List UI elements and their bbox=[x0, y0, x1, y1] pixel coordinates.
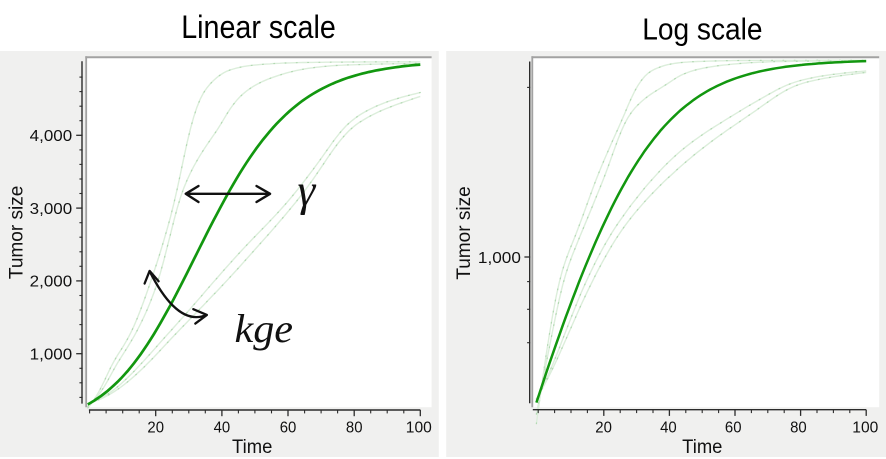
svg-text:γ: γ bbox=[298, 166, 317, 216]
svg-text:60: 60 bbox=[280, 420, 297, 437]
svg-text:Log scale: Log scale bbox=[642, 11, 762, 46]
svg-text:Tumor size: Tumor size bbox=[454, 186, 475, 279]
svg-text:2,000: 2,000 bbox=[30, 274, 73, 291]
svg-text:1,000: 1,000 bbox=[30, 347, 73, 364]
svg-text:Time: Time bbox=[682, 437, 722, 458]
svg-text:1,000: 1,000 bbox=[478, 250, 521, 267]
svg-text:20: 20 bbox=[147, 420, 164, 437]
svg-text:Linear scale: Linear scale bbox=[181, 9, 336, 45]
svg-text:4,000: 4,000 bbox=[30, 128, 73, 145]
svg-text:100: 100 bbox=[852, 420, 878, 437]
svg-text:80: 80 bbox=[346, 420, 363, 437]
svg-text:100: 100 bbox=[406, 420, 432, 437]
svg-text:80: 80 bbox=[790, 420, 807, 437]
svg-text:40: 40 bbox=[660, 420, 677, 437]
svg-text:60: 60 bbox=[725, 420, 742, 437]
svg-text:20: 20 bbox=[595, 420, 612, 437]
svg-text:3,000: 3,000 bbox=[30, 201, 73, 218]
svg-text:kge: kge bbox=[235, 306, 294, 351]
svg-text:40: 40 bbox=[214, 420, 231, 437]
svg-text:Tumor size: Tumor size bbox=[7, 186, 28, 279]
svg-text:Time: Time bbox=[232, 437, 272, 458]
